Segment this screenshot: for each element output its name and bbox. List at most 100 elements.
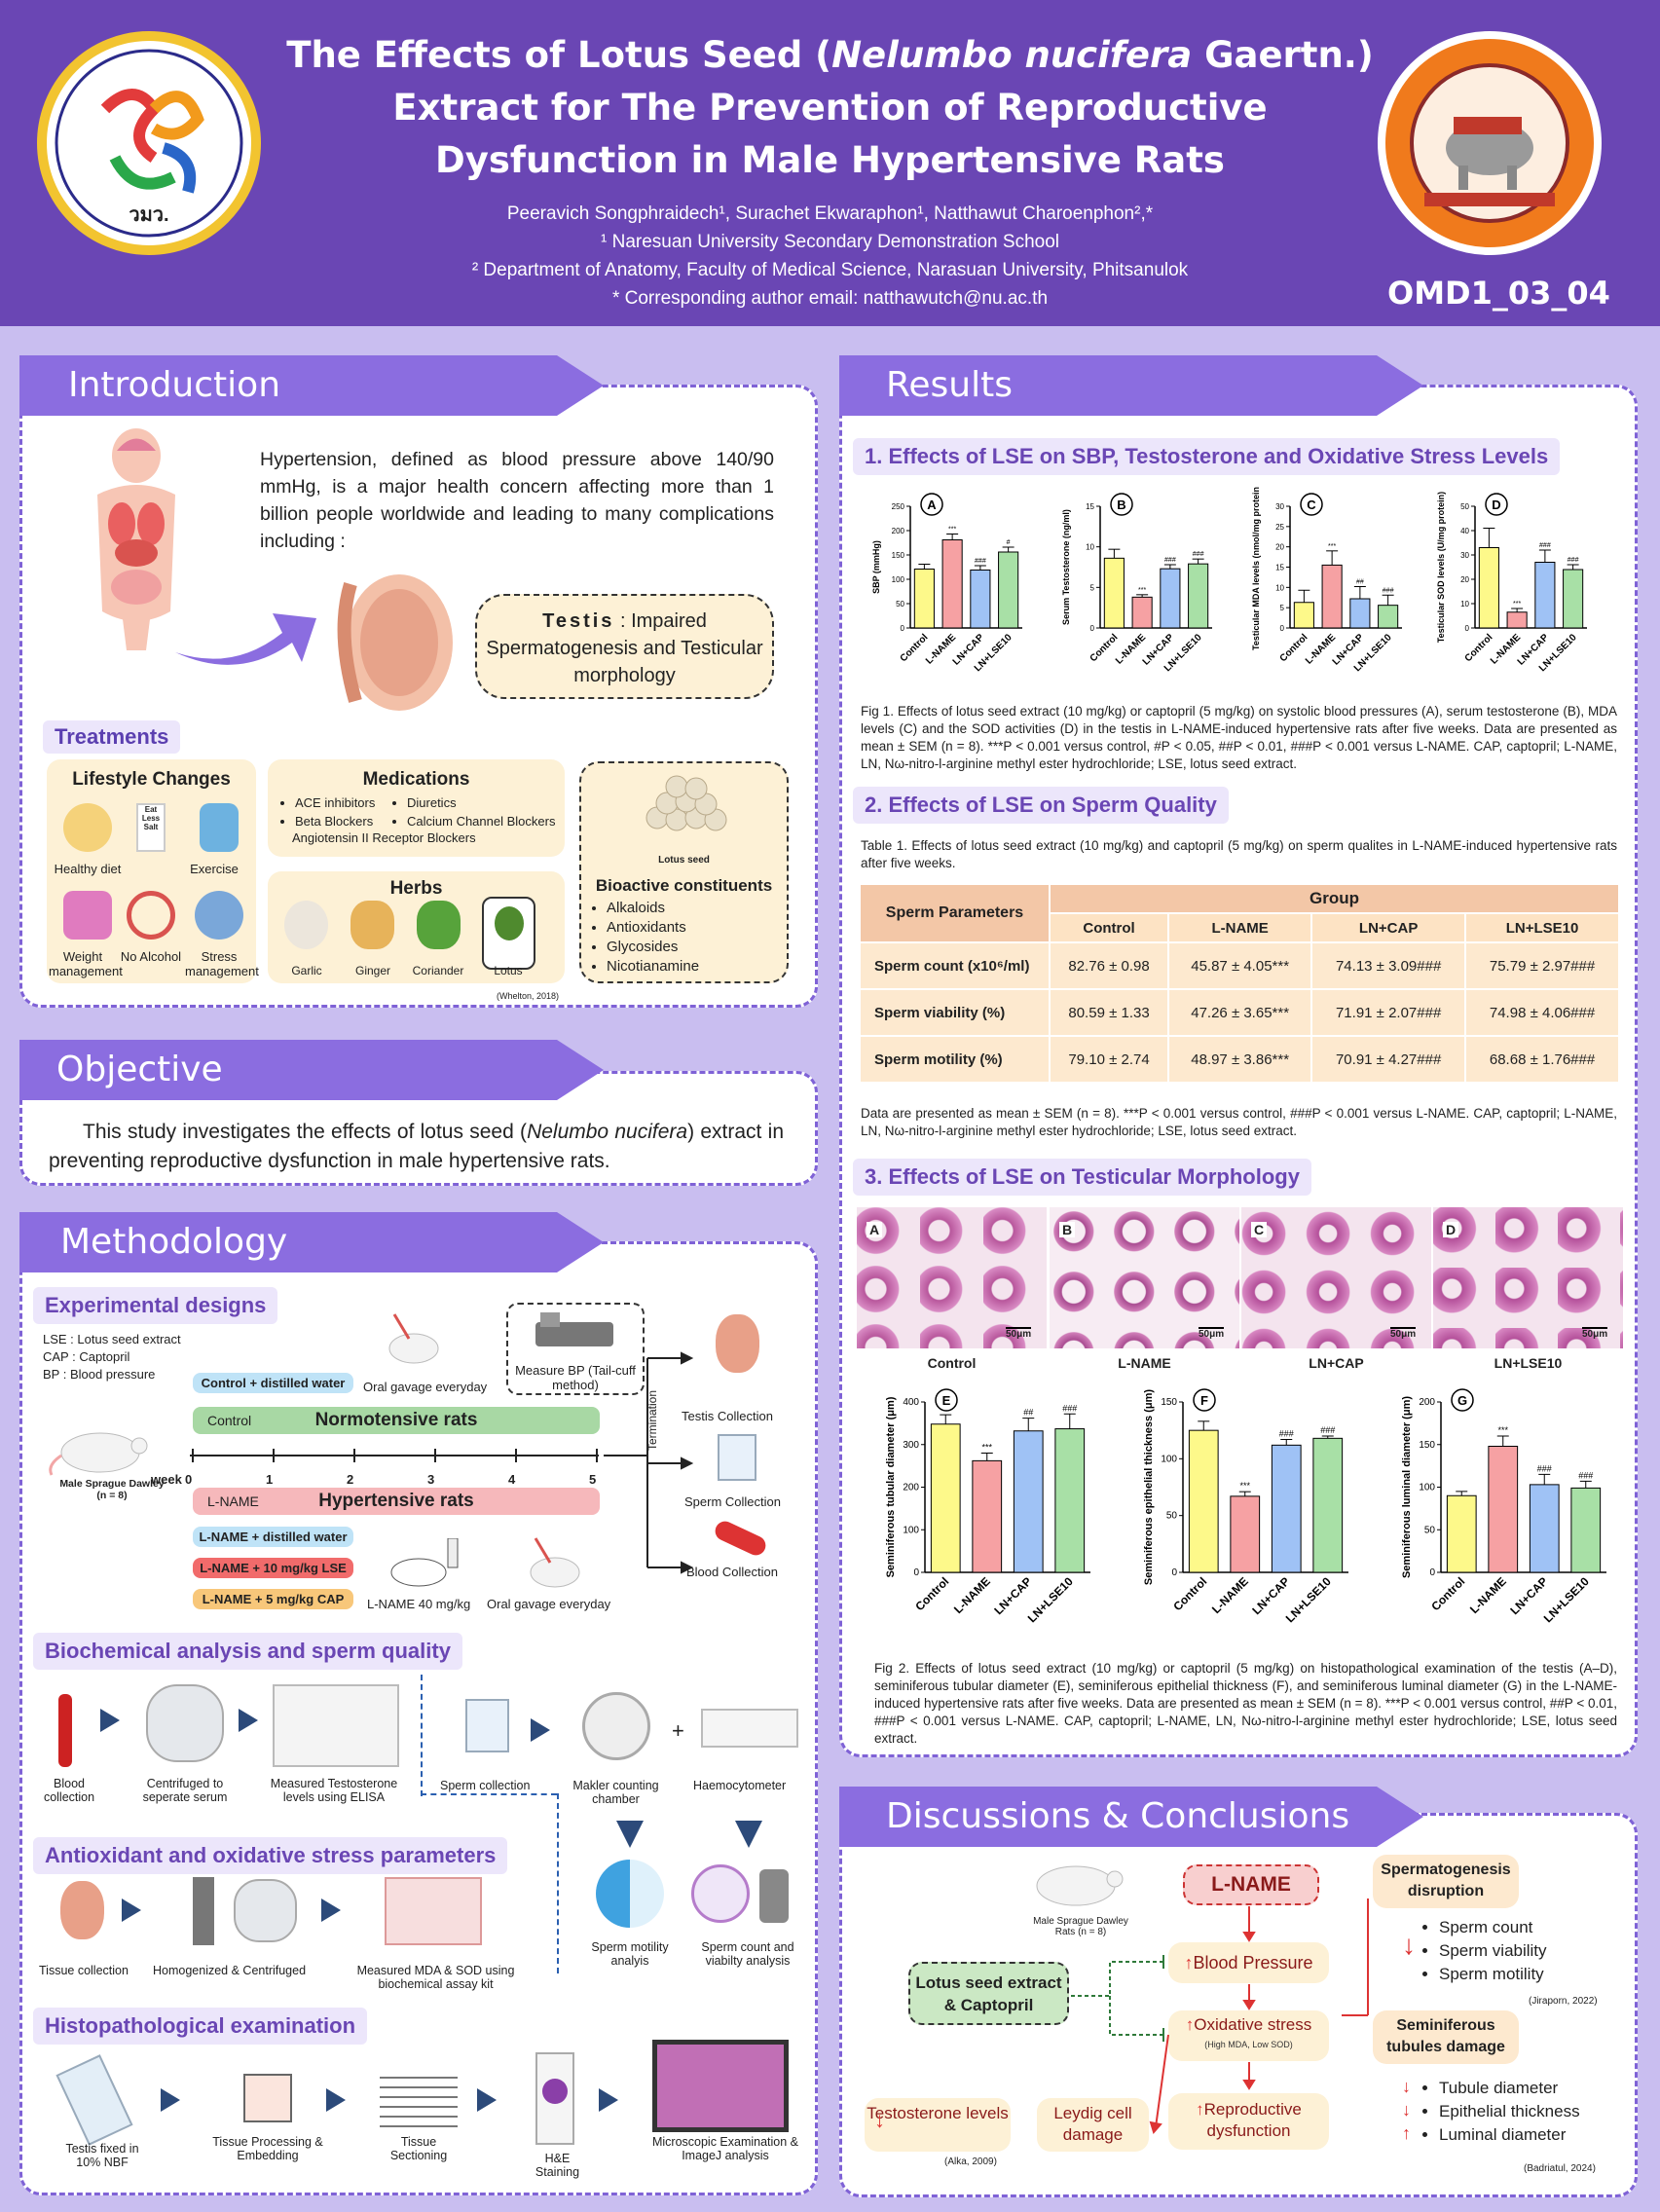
y-tick-label: 100	[1419, 1483, 1435, 1493]
table-note: Data are presented as mean ± SEM (n = 8)…	[861, 1106, 1617, 1138]
histo-step-0: Testis fixed in 10% NBF	[65, 2142, 139, 2169]
scale-bar-D: 50μm	[1582, 1327, 1608, 1340]
arrow-icon	[599, 2088, 618, 2112]
sperm-collect-label: Sperm Collection	[684, 1494, 781, 1509]
significance-label: ###	[1537, 1463, 1552, 1473]
abbreviations: LSE : Lotus seed extract CAP : Captopril B…	[43, 1332, 181, 1382]
oral-gavage-mouse-icon	[388, 1313, 439, 1364]
rat-icon	[49, 1432, 148, 1476]
termination-arrows	[646, 1351, 694, 1574]
significance-label: ###	[1568, 557, 1579, 564]
histology-image-B	[1050, 1207, 1239, 1348]
histo-label: Histopathological examination	[33, 2008, 368, 2045]
testo-node: ↓ Testosterone levels	[865, 2098, 1011, 2152]
oral-gavage-label-1: Oral gavage everyday	[363, 1380, 488, 1394]
salt-icon: Eat Less Salt	[136, 803, 166, 852]
y-axis-label: Seminiferous epithelial thickness (μm)	[1143, 1389, 1155, 1585]
panel-label: B	[1117, 498, 1125, 512]
y-tick-label: 200	[1419, 1397, 1435, 1408]
category-label: LN+LSE10	[1025, 1574, 1076, 1625]
category-label: LN+CAP	[1507, 1574, 1550, 1617]
significance-label: ###	[1164, 557, 1176, 564]
objective-heading: Objective	[19, 1040, 604, 1100]
panel-label-circle	[1451, 1388, 1474, 1412]
y-tick-label: 200	[892, 527, 905, 535]
garlic-icon	[284, 901, 328, 949]
homogenizer-icon	[193, 1877, 214, 1945]
y-tick-label: 15	[1275, 564, 1284, 572]
lifestyle-heading: Lifestyle Changes	[72, 769, 231, 790]
panel-label: A	[927, 498, 937, 512]
category-label: L-NAME	[1209, 1574, 1251, 1616]
panel-label: G	[1457, 1393, 1467, 1408]
y-axis-label: Serum Testosterone (ng/ml)	[1061, 509, 1071, 625]
herb-icons: Garlic Ginger Coriander Lotus	[273, 897, 565, 978]
bar	[913, 569, 935, 629]
bar	[1506, 611, 1528, 629]
lotus-seed-label: Lotus seed	[658, 855, 710, 866]
th-group: Group	[1049, 883, 1620, 914]
category-label: L-NAME	[951, 1574, 993, 1616]
antioxidant-label: Antioxidant and oxidative stress paramet…	[33, 1837, 508, 1874]
assay-kit-icon	[385, 1877, 482, 1945]
fig2-charts: 0 100 200 300 400 Control *** L-NAME ## LN+CAP ###…	[885, 1388, 1606, 1625]
fig2-caption: Fig 2. Effects of lotus seed extract (10…	[874, 1661, 1617, 1746]
sperm-step-2: Haemocytometer	[693, 1779, 787, 1792]
sperm-down-arrow: ↓	[1402, 1930, 1416, 1960]
significance-label: ***	[1239, 1481, 1250, 1491]
significance-label: ###	[1062, 1403, 1077, 1413]
y-tick-label: 100	[1161, 1454, 1177, 1464]
dashed-divider	[421, 1675, 423, 1796]
semi-arrows: ↓ ↓ ↑	[1402, 2077, 1411, 2143]
bar	[1378, 605, 1399, 629]
tail-cuff-icon	[535, 1312, 613, 1346]
arrow-icon	[321, 1899, 341, 1922]
sperm-step-0: Sperm collection	[440, 1779, 531, 1792]
bar	[970, 570, 991, 629]
th-cap: LN+CAP	[1310, 912, 1467, 943]
significance-label: ***	[1328, 543, 1336, 550]
bar	[1103, 557, 1125, 629]
motility-icon	[596, 1860, 664, 1928]
panel-label: D	[1492, 498, 1500, 512]
anti-step-1: Homogenized & Centrifuged	[153, 1964, 307, 1977]
dashed-divider-2	[421, 1793, 557, 1795]
y-tick-label: 150	[892, 551, 905, 560]
bioactive-heading: Bioactive constituents	[595, 876, 773, 895]
table-row: Sperm count (x10⁶/ml) 82.76 ± 0.98 45.87 ±…	[859, 941, 1620, 990]
medications-list-2: DiureticsCalcium Channel Blockers	[389, 793, 565, 830]
ls-label-2: Weight management	[49, 949, 123, 978]
alka-citation: (Alka, 2009)	[944, 2157, 997, 2167]
repro-node: ↑Reproductive dysfunction	[1168, 2093, 1329, 2150]
dc-rat-label: Male Sprague Dawley Rats (n = 8)	[1033, 1916, 1128, 1937]
herb-label-0: Garlic	[291, 964, 322, 977]
histology-image-D	[1433, 1207, 1623, 1348]
bar	[1131, 596, 1153, 629]
leydig-node: Leydig cell damage	[1037, 2098, 1149, 2152]
fig1-charts: 050100150200250Control***L-NAME###LN+CAP…	[871, 487, 1587, 674]
bar	[1446, 1494, 1477, 1573]
y-axis-label: Seminiferous tubular diameter (μm)	[885, 1396, 897, 1577]
university-logo	[1378, 31, 1602, 255]
lifestyle-box	[47, 759, 256, 983]
significance-label: ###	[1383, 587, 1394, 594]
category-label: Control	[1428, 1574, 1467, 1613]
y-tick-label: 250	[892, 502, 905, 511]
y-tick-label: 20	[1460, 575, 1469, 584]
body-anatomy-illustration	[97, 428, 175, 650]
panel-label-circle	[935, 1388, 958, 1412]
significance-label: ###	[975, 558, 986, 565]
sperm-step-4: Sperm count and viabilty analysis	[701, 1940, 794, 1968]
anti-step-0: Tissue collection	[39, 1964, 129, 1977]
significance-label: ##	[1023, 1408, 1033, 1418]
scale-bar-A: 50μm	[1006, 1327, 1032, 1340]
y-tick-label: 0	[1429, 1567, 1435, 1578]
y-tick-label: 20	[1275, 543, 1284, 552]
logo-text: วมว.	[129, 204, 168, 226]
result-section-2: 2. Effects of LSE on Sperm Quality	[853, 787, 1229, 824]
medications-item: Angiotensin II Receptor Blockers	[292, 830, 476, 845]
herb-label-2: Coriander	[412, 964, 464, 977]
medications-list: ACE inhibitorsBeta Blockers	[277, 793, 394, 830]
bioactive-box	[579, 761, 789, 983]
scale-bar-C: 50μm	[1390, 1327, 1417, 1340]
